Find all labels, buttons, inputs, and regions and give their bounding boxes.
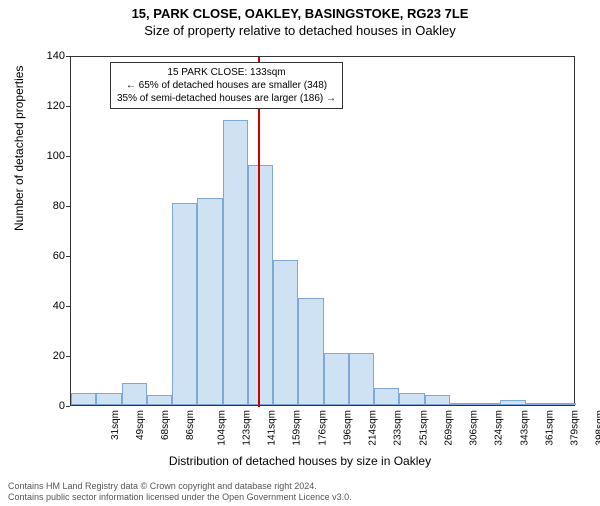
histogram-bar (551, 403, 576, 405)
histogram-bar (425, 395, 450, 405)
x-tick-label: 379sqm (570, 410, 581, 446)
x-tick-label: 31sqm (110, 410, 121, 440)
x-tick-label: 269sqm (443, 410, 454, 446)
marker-line (258, 57, 260, 407)
x-tick-label: 68sqm (160, 410, 171, 440)
x-tick-label: 49sqm (135, 410, 146, 440)
histogram-bar (324, 353, 349, 406)
y-tick-label: 140 (35, 50, 65, 62)
x-tick-label: 86sqm (185, 410, 196, 440)
annotation-line-1: 15 PARK CLOSE: 133sqm (117, 66, 336, 79)
x-tick-label: 123sqm (241, 410, 252, 446)
x-tick-label: 104sqm (216, 410, 227, 446)
histogram-bar (349, 353, 374, 406)
histogram-bar (147, 395, 172, 405)
x-tick-label: 306sqm (469, 410, 480, 446)
x-tick-label: 233sqm (393, 410, 404, 446)
x-tick-label: 214sqm (368, 410, 379, 446)
y-tick-label: 100 (35, 150, 65, 162)
histogram-bar (197, 198, 222, 406)
x-tick-label: 361sqm (544, 410, 555, 446)
x-tick-label: 176sqm (317, 410, 328, 446)
histogram-bar (273, 260, 298, 405)
histogram-bar (223, 120, 248, 405)
title-sub: Size of property relative to detached ho… (0, 23, 600, 38)
y-tick-label: 80 (35, 200, 65, 212)
y-tick-label: 0 (35, 400, 65, 412)
title-main: 15, PARK CLOSE, OAKLEY, BASINGSTOKE, RG2… (0, 6, 600, 21)
footer-line-1: Contains HM Land Registry data © Crown c… (8, 481, 352, 492)
footer-line-2: Contains public sector information licen… (8, 492, 352, 503)
histogram-bar (96, 393, 121, 406)
x-tick-label: 196sqm (342, 410, 353, 446)
y-tick-label: 20 (35, 350, 65, 362)
x-tick-label: 324sqm (494, 410, 505, 446)
y-tick-label: 60 (35, 250, 65, 262)
histogram-bar (71, 393, 96, 406)
annotation-box: 15 PARK CLOSE: 133sqm← 65% of detached h… (110, 62, 343, 109)
histogram-bar (500, 400, 525, 405)
histogram-bar (450, 403, 475, 406)
histogram-bar (248, 165, 273, 405)
annotation-line-2: ← 65% of detached houses are smaller (34… (117, 79, 336, 92)
histogram-bar (399, 393, 424, 406)
x-tick-label: 251sqm (418, 410, 429, 446)
histogram-bar (526, 403, 551, 406)
y-axis-label: Number of detached properties (12, 66, 26, 231)
x-tick-label: 398sqm (595, 410, 600, 446)
annotation-line-3: 35% of semi-detached houses are larger (… (117, 92, 336, 105)
y-tick-label: 120 (35, 100, 65, 112)
x-axis-label: Distribution of detached houses by size … (0, 454, 600, 468)
histogram-bar (122, 383, 147, 406)
x-tick-label: 141sqm (267, 410, 278, 446)
y-tick-label: 40 (35, 300, 65, 312)
histogram-bar (172, 203, 197, 406)
histogram-bar (475, 403, 500, 406)
chart-area: 02040608010012014031sqm49sqm68sqm86sqm10… (70, 56, 575, 406)
histogram-bar (374, 388, 399, 406)
x-tick-label: 159sqm (292, 410, 303, 446)
x-tick-label: 343sqm (519, 410, 530, 446)
histogram-bar (298, 298, 323, 406)
